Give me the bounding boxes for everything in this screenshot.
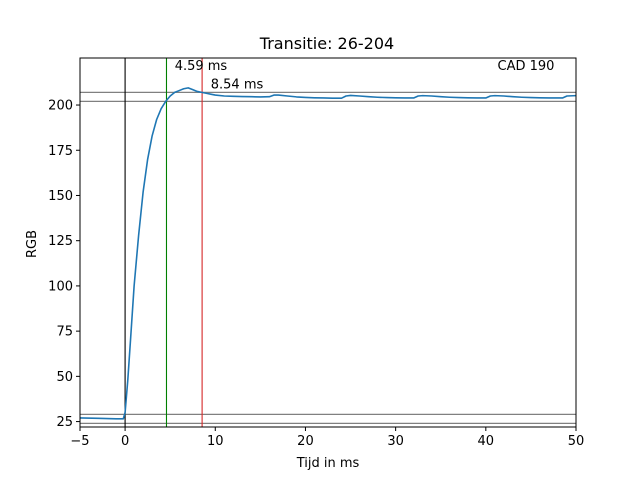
x-tick-label-6: 50: [568, 434, 585, 449]
y-tick-label-6: 175: [48, 144, 73, 159]
plot-area: 4.59 ms 8.54 ms CAD 190 −5 0 10 20 30 40 50 25 50 75…: [48, 57, 585, 449]
x-tick-label-1: 0: [121, 434, 129, 449]
y-tick-label-4: 125: [48, 234, 73, 249]
y-axis-label: RGB: [25, 230, 40, 258]
y-tick-label-1: 50: [56, 370, 73, 385]
x-axis-label: Tijd in ms: [296, 456, 360, 471]
x-tick-label-5: 40: [478, 434, 495, 449]
chart-title: Transitie: 26-204: [259, 34, 394, 53]
series-line-0: [79, 87, 577, 420]
annotation-1: 8.54 ms: [211, 77, 264, 92]
y-tick-label-2: 75: [56, 325, 73, 340]
x-tick-label-3: 20: [297, 434, 314, 449]
y-tick-label-7: 200: [48, 99, 73, 114]
axes-frame: [79, 57, 577, 428]
x-tick-label-0: −5: [70, 434, 89, 449]
annotation-0: 4.59 ms: [175, 59, 228, 74]
x-tick-label-4: 30: [387, 434, 404, 449]
y-tick-label-3: 100: [48, 279, 73, 294]
y-tick-label-0: 25: [56, 415, 73, 430]
y-tick-label-5: 150: [48, 189, 73, 204]
annotation-2: CAD 190: [498, 59, 555, 74]
x-tick-label-2: 10: [207, 434, 224, 449]
